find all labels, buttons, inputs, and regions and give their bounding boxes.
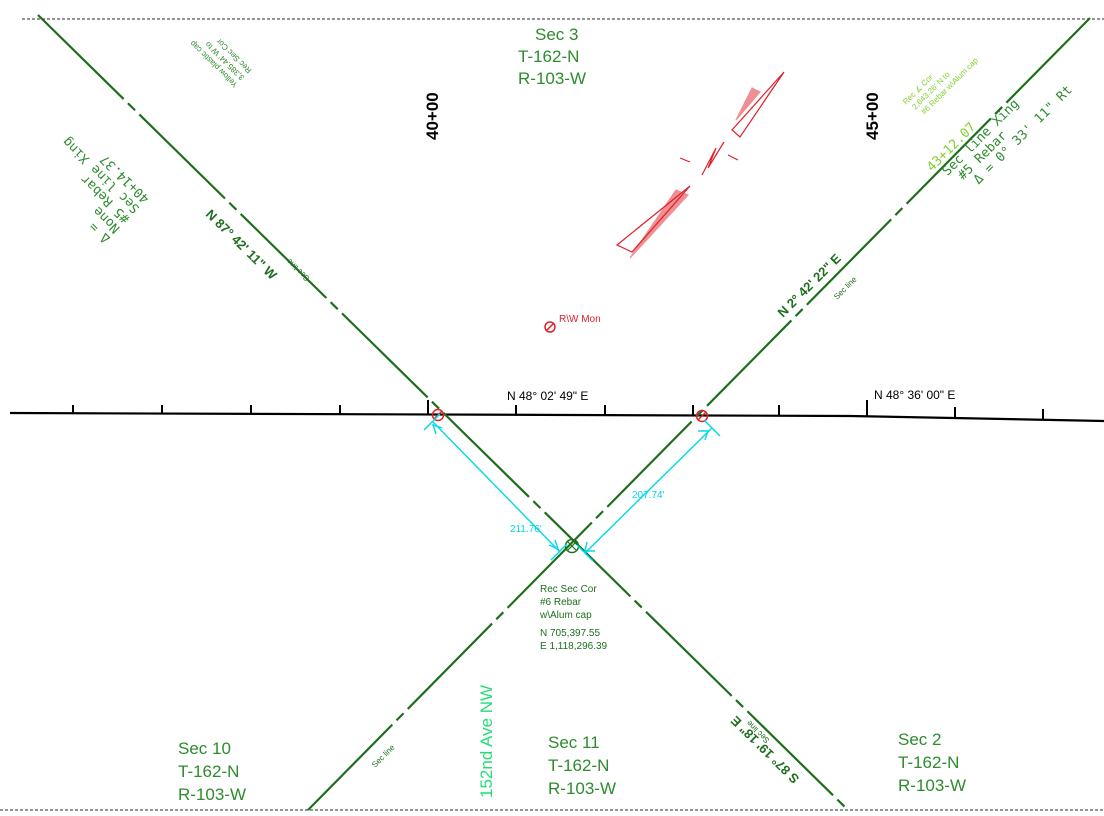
svg-text:T-162-N: T-162-N — [518, 47, 579, 66]
section-line-sw-ne — [307, 17, 1091, 811]
station-ticks — [72, 400, 1044, 420]
dimension-left-label: 211.76' — [510, 524, 542, 535]
section-line-bearing-ne: N 2° 42' 22" E — [775, 251, 845, 321]
crossing-marker-right — [695, 409, 709, 423]
corner-note: Rec Sec Cor #6 Rebar w\Alum cap — [539, 584, 597, 621]
svg-text:T-162-N: T-162-N — [548, 756, 609, 775]
centerline — [9, 400, 1104, 423]
centerline-bearing-1: N 48° 02' 49" E — [507, 389, 588, 403]
crossing-marker-left — [431, 408, 445, 422]
sec-line-label-ne: Sec line — [832, 275, 859, 302]
section-line-nw-se — [37, 14, 849, 811]
svg-text:N 705,397.55: N 705,397.55 — [540, 628, 600, 639]
dimension-right-label: 207.74' — [632, 490, 665, 501]
svg-text:Sec 2: Sec 2 — [898, 730, 941, 749]
sec-line-label-nw: Sec line — [284, 256, 311, 283]
svg-text:Sec 3: Sec 3 — [535, 25, 578, 44]
svg-text:R-103-W: R-103-W — [178, 785, 246, 804]
north-arrow-icon — [615, 71, 785, 259]
section-3-label: Sec 3 T-162-N R-103-W — [518, 25, 586, 88]
svg-text:R-103-W: R-103-W — [518, 69, 586, 88]
section-11-label: Sec 11 T-162-N R-103-W — [548, 733, 616, 798]
svg-text:E 1,118,296.39: E 1,118,296.39 — [540, 641, 608, 652]
centerline-bearing-2: N 48° 36' 00" E — [874, 388, 955, 402]
section-10-label: Sec 10 T-162-N R-103-W — [178, 739, 246, 804]
svg-text:T-162-N: T-162-N — [898, 753, 959, 772]
road-name-label: 152nd Ave NW — [477, 685, 496, 798]
rw-monument-marker — [544, 321, 556, 333]
section-line-bearing-nw: N 87° 42' 11" W — [203, 206, 281, 283]
dimension-right — [576, 419, 721, 562]
svg-text:#6 Rebar: #6 Rebar — [540, 597, 582, 608]
dimension-left — [423, 413, 568, 561]
corner-coordinates: N 705,397.55 E 1,118,296.39 — [540, 628, 608, 652]
sec-line-label-sw: Sec line — [370, 743, 397, 770]
svg-text:R-103-W: R-103-W — [548, 779, 616, 798]
crossing-right-note: Rec ∡ Cor 2,643.26' N to #6 Rebar w\Alum… — [901, 55, 980, 116]
station-label-45: 45+00 — [863, 92, 882, 140]
crossing-left-note: Rec Sec Cor 3,385.44' W to Yellow plasti… — [188, 37, 254, 90]
svg-text:Sec 10: Sec 10 — [178, 739, 231, 758]
svg-text:T-162-N: T-162-N — [178, 762, 239, 781]
section-line-bearing-se: S 87° 19' 18" E — [727, 713, 802, 787]
svg-text:Sec 11: Sec 11 — [548, 733, 600, 752]
svg-text:Rec Sec Cor: Rec Sec Cor — [540, 584, 597, 595]
svg-text:R-103-W: R-103-W — [898, 776, 966, 795]
svg-text:w\Alum cap: w\Alum cap — [539, 610, 592, 621]
section-2-label: Sec 2 T-162-N R-103-W — [898, 730, 966, 795]
section-lines — [37, 14, 1091, 811]
crossing-left-label: 40+14.37 Sec line Xing #5 Rebar None Δ = — [60, 134, 153, 246]
rw-monument-label: R\W Mon — [559, 314, 601, 325]
station-label-40: 40+00 — [423, 92, 442, 140]
